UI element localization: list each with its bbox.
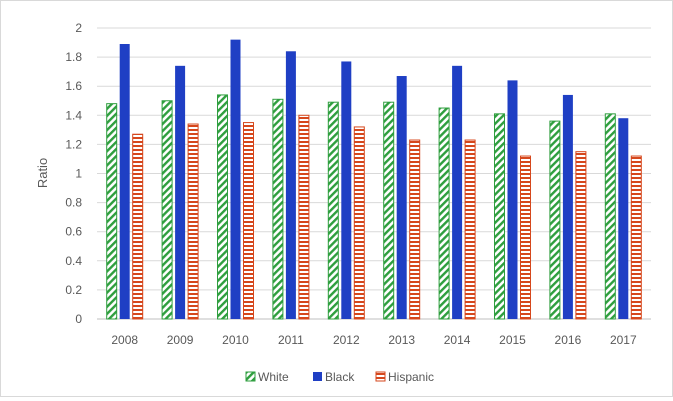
y-tick-label: 2: [75, 21, 82, 35]
y-tick-label: 1.2: [65, 137, 82, 151]
bar-hispanic-2010: [243, 122, 254, 320]
bar-hispanic-2012: [353, 126, 365, 320]
bar-white-2015: [494, 113, 505, 320]
legend-swatch-hispanic: [375, 371, 386, 382]
bar-white-2013: [383, 101, 395, 320]
y-tick-label: 0.8: [65, 196, 82, 210]
bar-white-2017: [604, 113, 616, 320]
legend-swatch-white: [245, 371, 256, 382]
bar-black-2011: [285, 51, 296, 319]
bar-white-2012: [327, 101, 339, 320]
bar-black-2016: [562, 94, 573, 320]
x-tick-label: 2011: [278, 333, 304, 347]
x-tick-label: 2014: [444, 333, 471, 347]
bar-hispanic-2013: [409, 139, 421, 320]
bar-black-2013: [396, 76, 407, 319]
bar-white-2016: [549, 120, 561, 320]
y-tick-label: 0.6: [65, 225, 82, 239]
bar-hispanic-2014: [464, 139, 476, 320]
legend-label-white: White: [258, 370, 289, 384]
bar-hispanic-2016: [575, 151, 587, 320]
y-tick-label: 1: [75, 167, 82, 181]
x-tick-label: 2016: [555, 333, 582, 347]
legend-label-black: Black: [325, 370, 355, 384]
bar-black-2008: [119, 44, 130, 319]
bar-white-2009: [161, 100, 173, 320]
y-tick-label: 1.4: [65, 108, 82, 122]
y-axis-ticks: 0 0.2 0.4 0.6 0.8 1 1.2 1.4 1.6 1.8 2: [65, 21, 82, 326]
bar-white-2010: [217, 94, 228, 320]
bar-hispanic-2009: [187, 123, 199, 320]
bar-hispanic-2017: [630, 155, 642, 320]
y-tick-label: 0.4: [65, 254, 82, 268]
x-tick-label: 2013: [388, 333, 415, 347]
bar-white-2014: [438, 107, 450, 320]
bar-black-2009: [175, 65, 186, 319]
bar-black-2012: [341, 61, 352, 320]
legend-label-hispanic: Hispanic: [388, 370, 434, 384]
x-tick-label: 2009: [167, 333, 194, 347]
y-axis-label: Ratio: [35, 158, 50, 188]
bar-white-2011: [272, 98, 284, 320]
x-tick-label: 2010: [222, 333, 249, 347]
bar-hispanic-2011: [298, 114, 310, 320]
legend-swatch-black: [313, 372, 322, 381]
bar-black-2015: [507, 80, 518, 319]
y-tick-label: 1.8: [65, 50, 82, 64]
bar-white-2008: [106, 103, 118, 320]
y-tick-label: 0: [75, 312, 82, 326]
legend: White Black Hispanic: [245, 370, 434, 384]
x-tick-label: 2012: [333, 333, 360, 347]
x-tick-label: 2008: [111, 333, 138, 347]
bar-hispanic-2015: [520, 155, 531, 320]
bar-black-2017: [618, 118, 629, 320]
x-tick-label: 2017: [610, 333, 637, 347]
bar-black-2010: [230, 39, 241, 319]
bar-black-2014: [452, 65, 463, 319]
y-tick-label: 1.6: [65, 79, 82, 93]
bar-hispanic-2008: [132, 133, 144, 320]
y-tick-label: 0.2: [65, 283, 82, 297]
bars: [106, 39, 642, 320]
x-axis-ticks: 2008 2009 2010 2011 2012 2013 2014 2015 2016 2017: [111, 333, 637, 347]
x-tick-label: 2015: [499, 333, 526, 347]
